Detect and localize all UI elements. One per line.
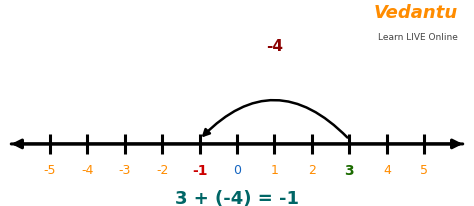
Text: 4: 4 — [383, 164, 391, 177]
Text: -4: -4 — [81, 164, 93, 177]
Text: 1: 1 — [271, 164, 278, 177]
Text: -3: -3 — [118, 164, 131, 177]
Text: 3: 3 — [345, 164, 354, 178]
Text: -4: -4 — [266, 39, 283, 54]
FancyArrowPatch shape — [203, 100, 347, 138]
Text: -2: -2 — [156, 164, 168, 177]
Text: Vedantu: Vedantu — [374, 4, 458, 22]
Text: -1: -1 — [192, 164, 207, 178]
Text: 5: 5 — [420, 164, 428, 177]
Text: -5: -5 — [44, 164, 56, 177]
Text: Learn LIVE Online: Learn LIVE Online — [378, 33, 458, 42]
Text: 2: 2 — [308, 164, 316, 177]
Text: 0: 0 — [233, 164, 241, 177]
Text: 3 + (-4) = -1: 3 + (-4) = -1 — [175, 190, 299, 206]
